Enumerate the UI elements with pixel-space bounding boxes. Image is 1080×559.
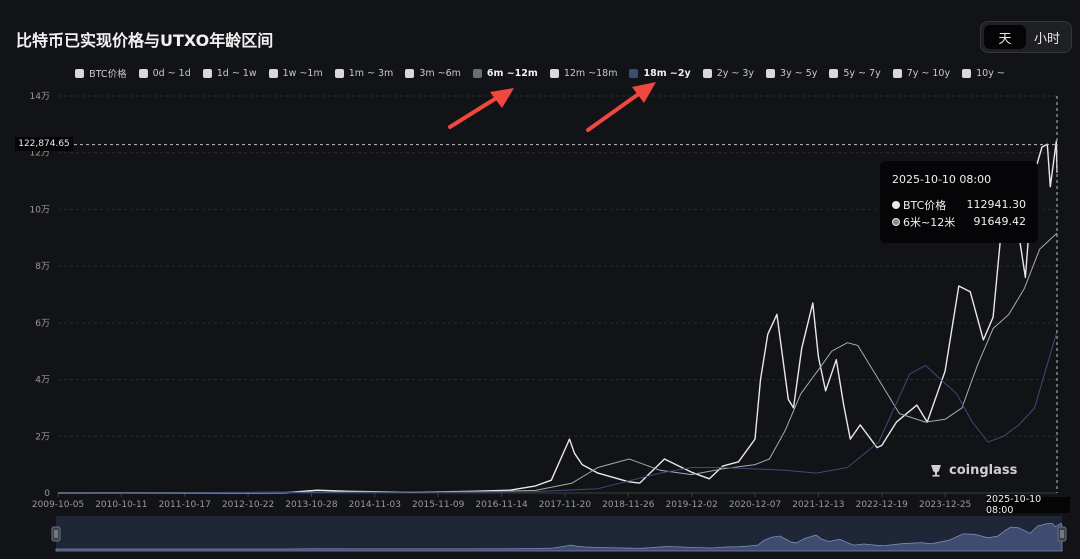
legend-label: 18m ~2y	[643, 67, 691, 79]
y-tick-label: 12万	[30, 149, 50, 159]
legend-item[interactable]: 10y ~	[962, 65, 1005, 81]
crosshair	[74, 96, 1058, 493]
tooltip-row-btc: BTC价格 112941.30	[892, 196, 1026, 213]
navigator-area	[55, 522, 1063, 552]
legend-item[interactable]: 6m ~12m	[472, 65, 538, 81]
legend-swatch-icon	[75, 68, 85, 78]
legend-label: 6m ~12m	[486, 67, 538, 79]
legend-swatch-icon	[202, 68, 212, 78]
legend-item[interactable]: 18m ~2y	[629, 65, 691, 81]
x-axis: 2009-10-05 2010-10-11 2011-10-17 2012-10-22…	[32, 492, 1057, 510]
x-tick-label: 2020-12-07	[729, 500, 781, 510]
y-tick-label: 6万	[35, 319, 50, 329]
legend-label: BTC价格	[89, 69, 127, 80]
tooltip-label: 6米~12米	[903, 215, 956, 229]
tooltip: 2025-10-10 08:00 BTC价格 112941.30 6米~12米 …	[880, 161, 1038, 243]
legend-item[interactable]: 5y ~ 7y	[829, 65, 881, 81]
crosshair-date-label: 2025-10-10 08:00	[986, 494, 1070, 516]
range-navigator	[51, 516, 1067, 552]
legend-swatch-icon	[892, 68, 902, 78]
legend-item[interactable]: 12m ~18m	[549, 65, 618, 81]
legend-label: 5y ~ 7y	[843, 67, 881, 79]
legend-swatch-icon	[405, 68, 415, 78]
legend-swatch-icon	[549, 68, 559, 78]
x-tick-label: 2018-11-26	[602, 500, 655, 510]
tooltip-dot-icon	[892, 200, 900, 209]
series-line-1	[57, 232, 1058, 494]
x-tick-label: 2010-10-11	[95, 500, 147, 510]
navigator-handle-right[interactable]	[1057, 526, 1067, 542]
legend-swatch-icon	[138, 68, 148, 78]
legend-swatch-icon	[472, 68, 482, 78]
annotation-arrow-icon	[586, 82, 656, 132]
legend-item[interactable]: 7y ~ 10y	[892, 65, 951, 81]
legend-label: 1d ~ 1w	[216, 67, 257, 79]
x-tick-label: 2019-12-02	[666, 500, 718, 510]
legend-label: 3y ~ 5y	[780, 67, 818, 79]
legend-item[interactable]: 2y ~ 3y	[702, 65, 755, 81]
navigator-handle-left[interactable]	[51, 526, 61, 542]
legend-label: 2y ~ 3y	[716, 67, 755, 79]
series-line-2	[57, 331, 1058, 494]
coinglass-watermark: coinglass	[928, 462, 1017, 478]
legend: BTC价格 0d ~ 1d 1d ~ 1w 1w ~1m 1m ~ 3m 3m ~6m 6m…	[0, 65, 1080, 81]
legend-item[interactable]: 1w ~1m	[268, 65, 323, 81]
legend-label: 0d ~ 1d	[152, 67, 191, 79]
tooltip-label: BTC价格	[903, 198, 947, 212]
legend-label: 1m ~ 3m	[348, 67, 394, 79]
legend-swatch-icon	[702, 68, 712, 78]
legend-item[interactable]: 1m ~ 3m	[334, 65, 394, 81]
tooltip-value: 112941.30	[966, 198, 1027, 211]
x-tick-label: 2017-11-20	[539, 500, 592, 510]
legend-swatch-icon	[629, 68, 639, 78]
x-tick-label: 2022-12-19	[856, 500, 909, 510]
tooltip-date: 2025-10-10 08:00	[892, 173, 992, 186]
legend-swatch-icon	[334, 68, 344, 78]
toggle-hour[interactable]: 小时	[1033, 31, 1060, 47]
legend-swatch-icon	[829, 68, 839, 78]
legend-label: 10y ~	[976, 67, 1005, 79]
x-tick-label: 2014-11-03	[349, 500, 401, 510]
grid-lines	[58, 95, 1057, 494]
x-tick-label: 2021-12-13	[792, 500, 844, 510]
legend-label: 3m ~6m	[419, 67, 461, 79]
legend-item[interactable]: 3m ~6m	[405, 65, 461, 81]
legend-swatch-icon	[766, 68, 776, 78]
toggle-day[interactable]: 天	[984, 25, 1026, 49]
legend-label: 12m ~18m	[563, 67, 618, 79]
y-axis: 0 2万 4万 6万 8万 10万 12万 14万	[30, 92, 51, 499]
y-tick-label: 4万	[35, 376, 50, 386]
legend-swatch-icon	[268, 68, 278, 78]
y-tick-label: 0	[44, 489, 50, 499]
legend-label: 1w ~1m	[282, 67, 323, 79]
tooltip-value: 91649.42	[973, 215, 1027, 228]
tooltip-dot-icon	[892, 217, 900, 226]
tooltip-row-6m12m: 6米~12米 91649.42	[892, 213, 1026, 230]
legend-item[interactable]: BTC价格	[75, 65, 127, 81]
x-tick-label: 2015-11-09	[412, 500, 465, 510]
legend-label: 7y ~ 10y	[906, 67, 951, 79]
page-title: 比特币已实现价格与UTXO年龄区间	[16, 31, 274, 50]
x-tick-label: 2016-11-14	[475, 500, 528, 510]
coinglass-logo-icon	[931, 465, 941, 477]
x-tick-label: 2011-10-17	[159, 500, 211, 510]
y-tick-label: 10万	[30, 205, 50, 215]
x-tick-label: 2023-12-25	[919, 500, 971, 510]
legend-item[interactable]: 3y ~ 5y	[766, 65, 817, 81]
y-tick-label: 8万	[35, 262, 50, 272]
y-tick-label: 14万	[30, 92, 50, 102]
interval-toggle[interactable]: 天 小时	[980, 21, 1072, 53]
y-tick-label: 2万	[35, 432, 50, 442]
x-tick-label: 2012-10-22	[222, 500, 274, 510]
x-tick-label: 2009-10-05	[32, 500, 84, 510]
annotation-arrow-icon	[448, 88, 514, 129]
x-tick-label: 2013-10-28	[285, 500, 338, 510]
legend-swatch-icon	[962, 68, 972, 78]
watermark-text: coinglass	[949, 462, 1018, 478]
crosshair-price-label: 122,874.65	[15, 137, 73, 151]
legend-item[interactable]: 1d ~ 1w	[202, 65, 257, 81]
legend-item[interactable]: 0d ~ 1d	[138, 65, 191, 81]
